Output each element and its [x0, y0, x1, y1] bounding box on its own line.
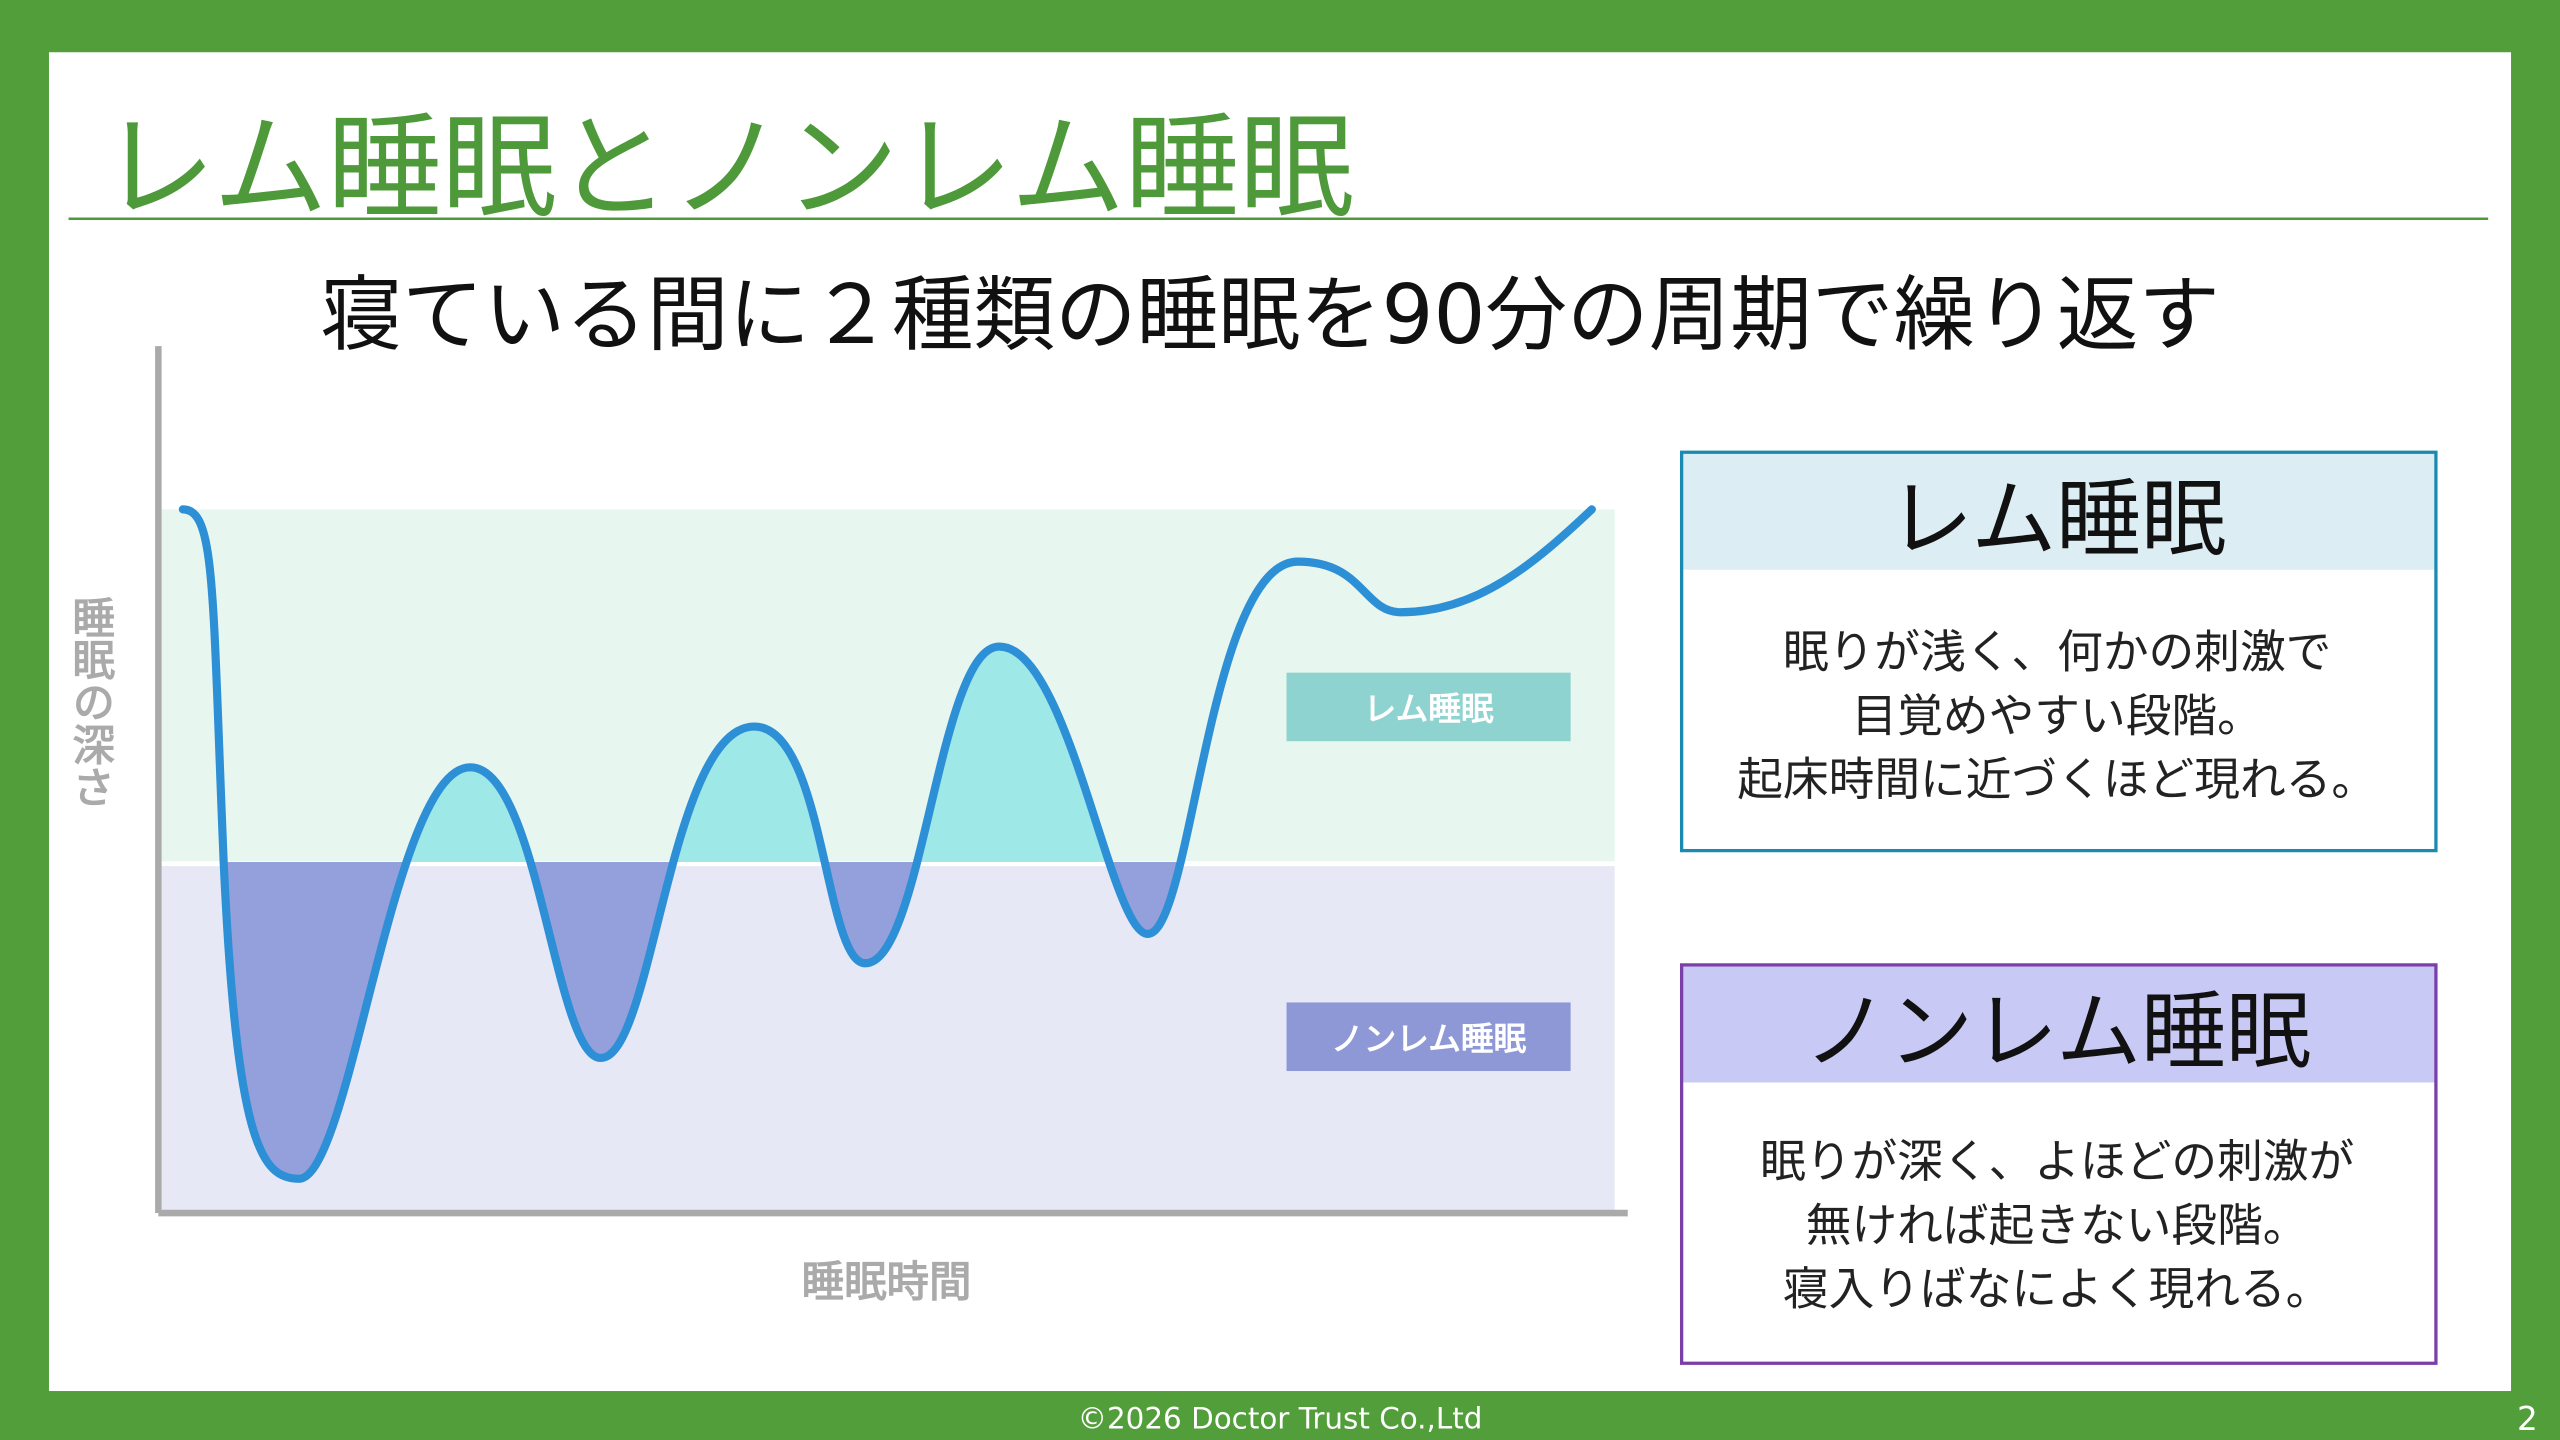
sleep-curve [178, 505, 1596, 1183]
card-border [1679, 963, 2438, 1365]
card-text: 無ければ起きない段階。 [1806, 1199, 2309, 1252]
subtitle: 寝ている間に２種類の睡眠を90分の周期で繰り返す [320, 268, 2220, 363]
rem-fill [223, 646, 1179, 863]
card-header [1681, 964, 2436, 1083]
title: レム睡眠とノンレム睡眠 [101, 101, 1353, 234]
card-text: 眠りが深く、よほどの刺激が [1760, 1135, 2354, 1188]
nonrem-fill [223, 862, 1179, 1179]
card-text: 目覚めやすい段階。 [1851, 689, 2262, 742]
card-text: 寝入りばなによく現れる。 [1783, 1262, 2331, 1315]
card-title: レム睡眠 [1888, 471, 2226, 570]
rem-tag [1286, 672, 1571, 742]
x-axis-label: 睡眠時間 [802, 1258, 972, 1307]
nonrem-card: ノンレム睡眠 眠りが深く、よほどの刺激が 無ければ起きない段階。 寝入りばなによ… [1679, 963, 2438, 1365]
page-number: 2 [2517, 1400, 2538, 1438]
copyright: ©2026 Doctor Trust Co.,Ltd [1078, 1402, 1483, 1436]
card-title: ノンレム睡眠 [1803, 983, 2311, 1082]
nonrem-tag [1286, 1002, 1571, 1072]
rem-tag-label: レム睡眠 [1364, 690, 1494, 728]
card-header [1681, 452, 2436, 570]
y-axis-label: 睡眠の深さ [65, 596, 114, 808]
card-text: 眠りが浅く、何かの刺激で [1783, 626, 2331, 679]
card-text: 起床時間に近づくほど現れる。 [1737, 753, 2377, 806]
card-border [1679, 450, 2438, 853]
rem-card: レム睡眠 眠りが浅く、何かの刺激で 目覚めやすい段階。 起床時間に近づくほど現れ… [1679, 450, 2438, 853]
nonrem-tag-label: ノンレム睡眠 [1331, 1020, 1527, 1058]
diagram: レム睡眠 ノンレム睡眠 睡眠の深さ 睡眠時間 [65, 346, 1628, 1307]
